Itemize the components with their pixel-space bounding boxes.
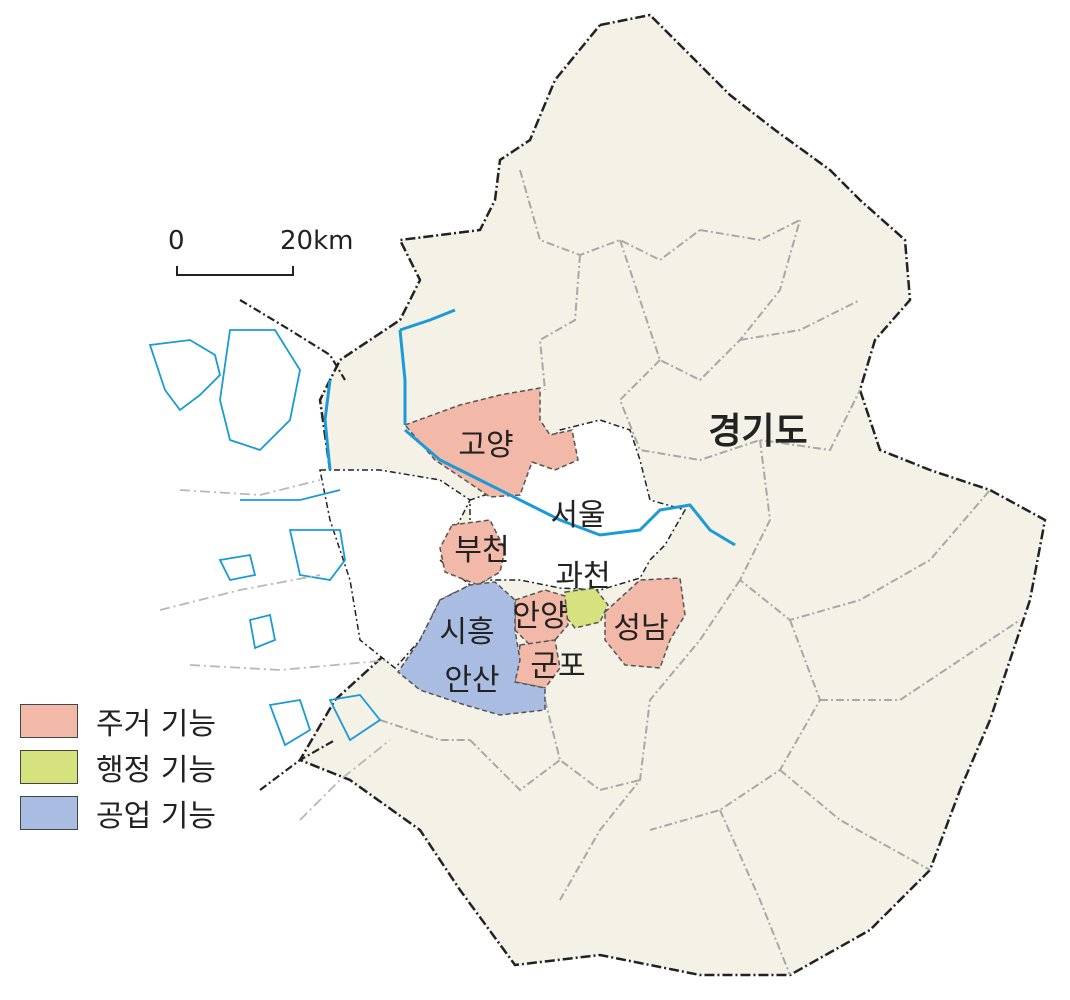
ansan-label: 안산: [444, 663, 499, 698]
legend-item-administrative: 행정 기능: [20, 748, 216, 788]
gyeonggi-province-area: [298, 13, 1047, 977]
legend-swatch-residential: [20, 704, 78, 738]
gunpo-label: 군포: [530, 649, 585, 684]
seongnam-area: [604, 577, 686, 669]
scale-bar: 0 20km: [168, 226, 368, 276]
legend-label-residential: 주거 기능: [96, 707, 216, 742]
seoul-label: 서울: [550, 498, 605, 533]
legend-item-residential: 주거 기능: [20, 702, 216, 742]
scale-start-label: 0: [168, 226, 185, 256]
goyang-area: [403, 387, 579, 498]
rivers: [323, 308, 736, 547]
province-label: 경기도: [708, 411, 807, 452]
legend-label-administrative: 행정 기능: [96, 753, 216, 788]
legend: 주거 기능 행정 기능 공업 기능: [20, 702, 216, 840]
gunpo-area: [514, 639, 561, 689]
municipal-borders: [379, 169, 1021, 976]
goyang-label: 고양: [458, 428, 513, 463]
anyang-label: 안양: [512, 599, 567, 634]
anyang-area: [514, 589, 569, 646]
black-boundaries: [239, 299, 346, 791]
legend-label-industrial: 공업 기능: [96, 799, 216, 834]
siheung-ansan-area: [396, 581, 546, 716]
seongnam-label: 성남: [613, 611, 668, 646]
bucheon-label: 부천: [454, 533, 509, 568]
siheung-label: 시흥: [439, 615, 494, 650]
scale-end-label: 20km: [280, 226, 354, 256]
coastline: [148, 329, 382, 747]
incheon-area: [319, 469, 472, 670]
legend-swatch-administrative: [20, 750, 78, 784]
legend-item-industrial: 공업 기능: [20, 794, 216, 834]
bucheon-area: [439, 519, 506, 586]
sea-boundaries: [159, 479, 391, 821]
gwacheon-label: 과천: [555, 559, 610, 594]
scale-line: [176, 266, 294, 276]
legend-swatch-industrial: [20, 796, 78, 830]
